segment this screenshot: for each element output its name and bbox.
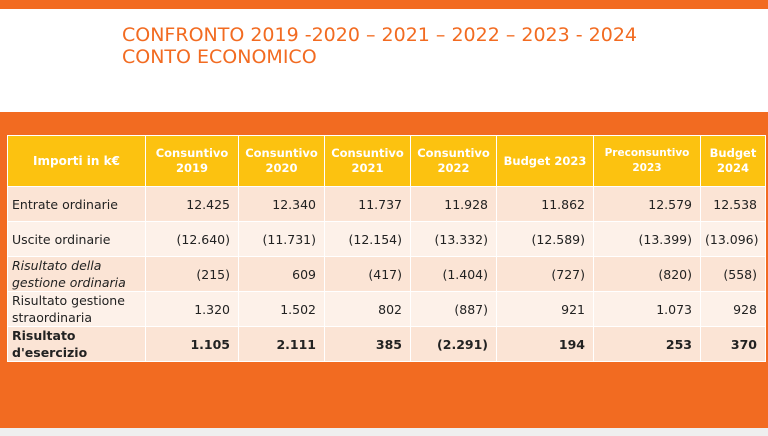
income-statement-table: Importi in k€ Consuntivo 2019 Consuntivo 2… <box>7 135 766 362</box>
table-cell: (727) <box>496 256 594 292</box>
title-line-1: CONFRONTO 2019 -2020 – 2021 – 2022 – 202… <box>122 24 638 46</box>
table-cell: (215) <box>145 256 239 292</box>
header-cell-importi: Importi in k€ <box>7 135 146 187</box>
table-cell: 928 <box>700 291 766 327</box>
header-cell-consuntivo-2020: Consuntivo 2020 <box>238 135 325 187</box>
title-line-2: CONTO ECONOMICO <box>122 46 317 68</box>
table-cell: (13.399) <box>593 221 701 257</box>
bottom-strip <box>0 428 768 436</box>
table-cell: 370 <box>700 326 766 362</box>
table-cell: 12.579 <box>593 186 701 222</box>
header-cell-budget-2024: Budget 2024 <box>700 135 766 187</box>
table-cell: 12.538 <box>700 186 766 222</box>
table-cell: 2.111 <box>238 326 325 362</box>
table-cell: 253 <box>593 326 701 362</box>
table-cell: (417) <box>324 256 411 292</box>
row-label: Uscite ordinarie <box>7 221 146 257</box>
row-label: Entrate ordinarie <box>7 186 146 222</box>
table-row: Risultato gestione straordinaria 1.320 1.… <box>7 291 766 327</box>
table-row: Risultato della gestione ordinaria (215) … <box>7 256 766 292</box>
table-cell: (820) <box>593 256 701 292</box>
table-cell: 194 <box>496 326 594 362</box>
header-cell-consuntivo-2019: Consuntivo 2019 <box>145 135 239 187</box>
table-cell: (2.291) <box>410 326 497 362</box>
table-row: Entrate ordinarie 12.425 12.340 11.737 1… <box>7 186 766 222</box>
header-cell-consuntivo-2022: Consuntivo 2022 <box>410 135 497 187</box>
table-cell: (1.404) <box>410 256 497 292</box>
header-cell-consuntivo-2021: Consuntivo 2021 <box>324 135 411 187</box>
table-cell: 385 <box>324 326 411 362</box>
table-cell: 1.073 <box>593 291 701 327</box>
table-row: Risultato d'esercizio 1.105 2.111 385 (2.… <box>7 326 766 362</box>
table-header-row: Importi in k€ Consuntivo 2019 Consuntivo 2… <box>7 135 766 187</box>
table-cell: (12.640) <box>145 221 239 257</box>
header-cell-budget-2023: Budget 2023 <box>496 135 594 187</box>
slide-title: CONFRONTO 2019 -2020 – 2021 – 2022 – 202… <box>122 24 637 68</box>
row-label: Risultato d'esercizio <box>7 326 146 362</box>
table-cell: (558) <box>700 256 766 292</box>
table-cell: (13.332) <box>410 221 497 257</box>
table-cell: 11.862 <box>496 186 594 222</box>
table-cell: 1.320 <box>145 291 239 327</box>
table-cell: 12.340 <box>238 186 325 222</box>
table-cell: 1.105 <box>145 326 239 362</box>
table-cell: 11.928 <box>410 186 497 222</box>
table-cell: (11.731) <box>238 221 325 257</box>
table-cell: 1.502 <box>238 291 325 327</box>
table-cell: 12.425 <box>145 186 239 222</box>
table-cell: 609 <box>238 256 325 292</box>
table-cell: (12.589) <box>496 221 594 257</box>
table-cell: (13.096) <box>700 221 766 257</box>
table-cell: 11.737 <box>324 186 411 222</box>
table-row: Uscite ordinarie (12.640) (11.731) (12.1… <box>7 221 766 257</box>
table-cell: 802 <box>324 291 411 327</box>
header-cell-preconsuntivo-2023: Preconsuntivo 2023 <box>593 135 701 187</box>
top-accent-bar <box>0 0 768 9</box>
table-cell: (887) <box>410 291 497 327</box>
row-label: Risultato gestione straordinaria <box>7 291 146 327</box>
table-cell: (12.154) <box>324 221 411 257</box>
row-label: Risultato della gestione ordinaria <box>7 256 146 292</box>
table-cell: 921 <box>496 291 594 327</box>
